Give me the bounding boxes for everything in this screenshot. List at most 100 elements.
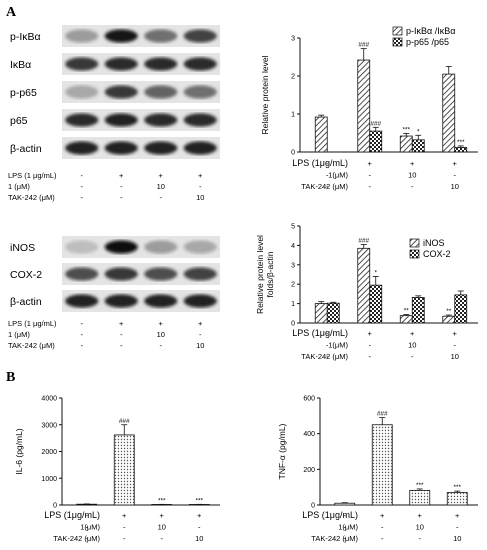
blot-band — [144, 113, 178, 127]
condition-value: 10 — [157, 330, 165, 339]
y-tick-label: 1000 — [41, 476, 57, 483]
condition-label: TAK-242 (μM) — [301, 182, 348, 191]
condition-value: - — [198, 523, 201, 532]
significance-mark: ### — [370, 120, 381, 127]
condition-label: LPS (1 μg/mL) — [8, 319, 57, 328]
blot-band — [144, 267, 178, 281]
bar — [371, 424, 393, 506]
condition-label: TAK-242 (μM) — [8, 341, 55, 350]
condition-value: - — [344, 523, 347, 532]
blot-band — [104, 141, 138, 155]
condition-label: LPS (1 μg/mL) — [8, 171, 57, 180]
blot-band — [183, 57, 217, 71]
condition-value: - — [344, 511, 347, 520]
blot-band — [144, 85, 178, 99]
blot-row-label: IκBα — [10, 59, 31, 71]
condition-label: TAK-242 (μM) — [53, 534, 100, 543]
blot-band — [65, 267, 99, 281]
bar — [442, 315, 456, 324]
significance-mark: * — [374, 269, 377, 276]
y-tick-label: 200 — [303, 467, 315, 474]
panel-letter-a: A — [6, 5, 17, 20]
blot-band — [144, 29, 178, 43]
blot-row-label: iNOS — [10, 242, 35, 254]
condition-value: - — [81, 171, 84, 180]
condition-value: - — [160, 193, 163, 202]
bar — [357, 247, 371, 324]
condition-value: - — [326, 329, 329, 338]
y-tick-label: 0 — [291, 150, 295, 157]
significance-mark: *** — [158, 497, 166, 504]
condition-value: - — [456, 523, 459, 532]
blot-band — [104, 294, 138, 308]
blot-row-label: COX-2 — [10, 269, 42, 281]
condition-value: + — [410, 329, 415, 338]
y-tick-label: 4 — [291, 243, 295, 250]
condition-value: + — [380, 511, 385, 520]
significance-mark: ### — [358, 237, 369, 244]
condition-value: - — [199, 330, 202, 339]
blot-band — [144, 141, 178, 155]
bar — [369, 284, 383, 324]
condition-value: + — [159, 319, 164, 328]
y-tick-label: 2 — [291, 282, 295, 289]
bar — [334, 502, 356, 506]
y-axis-label: Relative protein level — [260, 55, 270, 134]
significance-mark: *** — [416, 482, 424, 489]
bar — [454, 147, 468, 153]
legend-label: p-IκBα /IκBα — [406, 26, 455, 36]
y-tick-label: 600 — [303, 396, 315, 403]
condition-value: - — [120, 182, 123, 191]
condition-value: - — [411, 182, 414, 191]
condition-value: - — [369, 352, 372, 361]
condition-label: 1(μM) — [328, 171, 348, 180]
condition-value: - — [120, 193, 123, 202]
condition-value: - — [86, 511, 89, 520]
condition-value: - — [86, 523, 89, 532]
condition-value: - — [326, 182, 329, 191]
blot-strip — [62, 109, 220, 131]
bar — [399, 315, 413, 324]
y-tick-label: 400 — [303, 431, 315, 438]
condition-value: 10 — [416, 523, 424, 532]
condition-value: - — [326, 341, 329, 350]
legend-label: p-p65 /p65 — [406, 37, 449, 47]
condition-value: - — [86, 534, 89, 543]
blot-row-label: p-p65 — [10, 87, 37, 99]
condition-value: + — [455, 511, 460, 520]
blot-strip — [62, 53, 220, 75]
condition-label: 1 (μM) — [8, 182, 30, 191]
condition-value: + — [368, 329, 373, 338]
western-blot-bottom: iNOS COX-2 β-actin LPS (1 μg/mL) - + + +1 (μM) -… — [8, 236, 220, 350]
y-tick-label: 0 — [291, 321, 295, 328]
blot-band — [65, 113, 99, 127]
condition-value: - — [369, 171, 372, 180]
condition-value: 10 — [451, 182, 459, 191]
bar — [314, 116, 328, 153]
blot-row-label: β-actin — [10, 143, 42, 155]
significance-mark: * — [417, 128, 420, 135]
legend-swatch — [392, 26, 403, 36]
y-axis-label: Relative protein level — [255, 235, 265, 314]
condition-value: + — [119, 171, 124, 180]
condition-value: - — [454, 171, 457, 180]
blot-band — [104, 85, 138, 99]
legend-label: COX-2 — [423, 249, 451, 259]
condition-value: - — [454, 341, 457, 350]
condition-label: TAK-242 (μM) — [311, 534, 358, 543]
y-tick-label: 4000 — [41, 396, 57, 403]
blot-strip — [62, 25, 220, 47]
condition-value: - — [344, 534, 347, 543]
blot-row-label: p-IκBα — [10, 31, 41, 43]
blot-band — [104, 113, 138, 127]
blot-band — [65, 240, 99, 254]
chart-inos-cox2: 0 1 2 3 4 5 Relative protein level folds/β-acti… — [255, 224, 478, 361]
bar — [442, 73, 456, 153]
blot-band — [183, 85, 217, 99]
condition-value: - — [381, 534, 384, 543]
condition-value: 10 — [195, 534, 203, 543]
blot-band — [183, 267, 217, 281]
y-tick-label: 1 — [291, 112, 295, 119]
significance-mark: ### — [377, 411, 388, 418]
